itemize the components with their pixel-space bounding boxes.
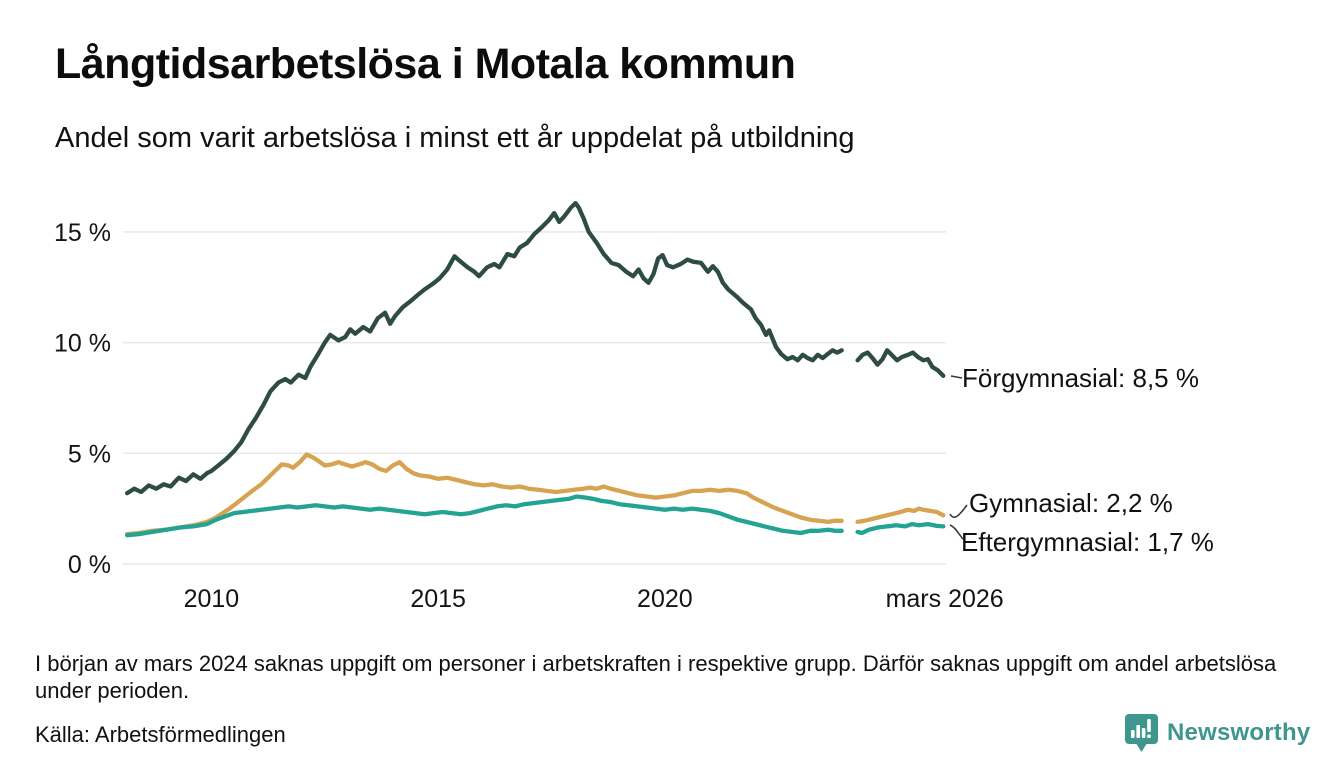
newsworthy-logo: Newsworthy xyxy=(1124,713,1310,753)
label-connector-eftergymnasial xyxy=(949,524,964,540)
svg-text:mars 2026: mars 2026 xyxy=(886,585,1004,613)
gridlines xyxy=(123,231,946,565)
svg-text:2020: 2020 xyxy=(637,585,693,613)
newsworthy-logo-icon xyxy=(1124,713,1159,753)
series-label-eftergymnasial: Eftergymnasial: 1,7 % xyxy=(961,527,1214,557)
label-connector-forgymnasial xyxy=(950,375,963,379)
x-axis-tick-labels: 2010 2015 2020 mars 2026 xyxy=(184,585,1004,613)
svg-text:2010: 2010 xyxy=(184,585,240,613)
svg-text:2015: 2015 xyxy=(410,585,466,613)
svg-text:15 %: 15 % xyxy=(54,219,111,247)
series-label-forgymnasial: Förgymnasial: 8,5 % xyxy=(962,363,1199,393)
newsworthy-logo-text: Newsworthy xyxy=(1167,719,1311,746)
chart-subtitle: Andel som varit arbetslösa i minst ett å… xyxy=(55,122,855,154)
chart-footnote: I början av mars 2024 saknas uppgift om … xyxy=(35,651,1277,704)
data-series-lines xyxy=(124,200,946,538)
page-title: Långtidsarbetslösa i Motala kommun xyxy=(55,40,796,88)
series-label-gymnasial: Gymnasial: 2,2 % xyxy=(969,488,1173,518)
label-connectors xyxy=(949,375,968,540)
svg-text:10 %: 10 % xyxy=(54,330,111,358)
svg-text:5 %: 5 % xyxy=(68,440,111,468)
label-connector-gymnasial xyxy=(949,504,968,518)
y-axis-tick-labels: 0 % 5 % 10 % 15 % xyxy=(54,219,111,579)
source-attribution: Källa: Arbetsförmedlingen xyxy=(35,722,286,747)
svg-text:0 %: 0 % xyxy=(68,551,111,579)
